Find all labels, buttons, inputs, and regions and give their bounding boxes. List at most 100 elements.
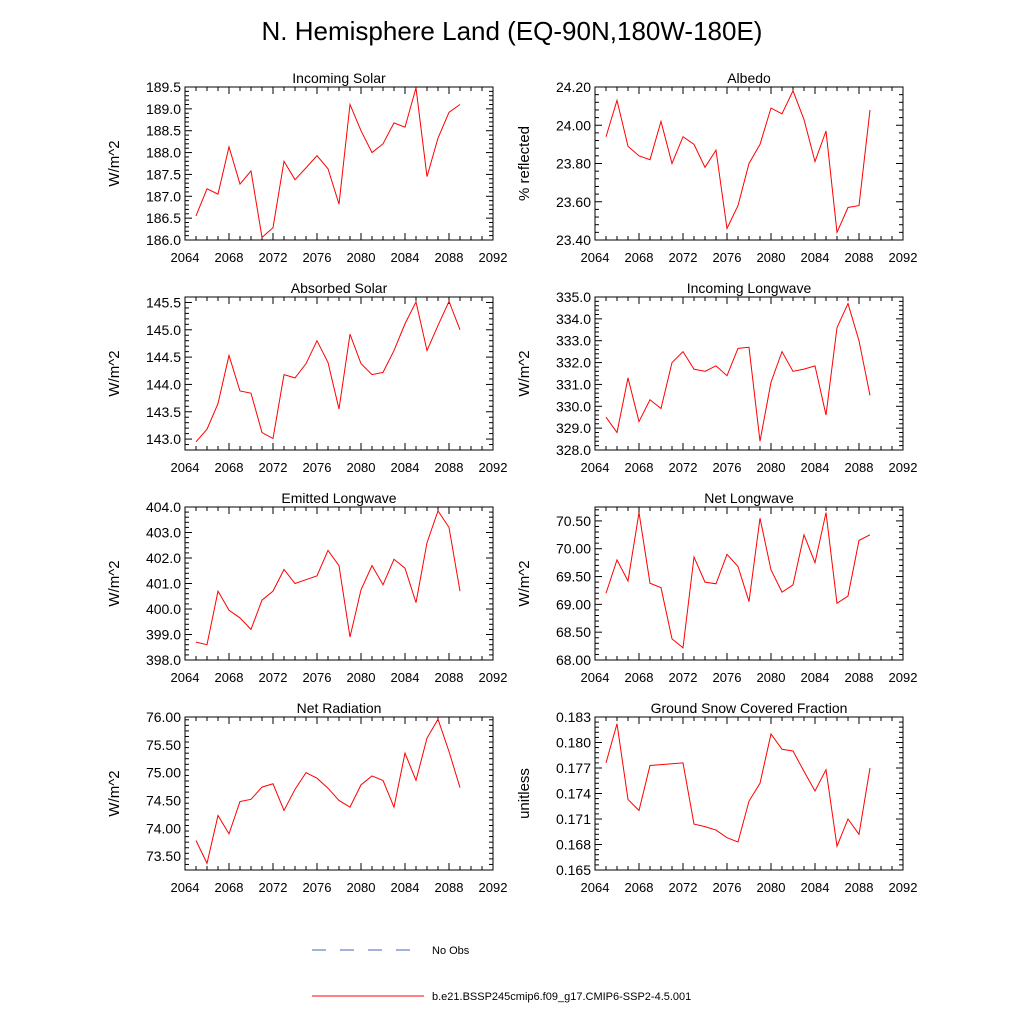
x-tick-label: 2084 [801,880,830,895]
y-tick-label: 69.50 [556,569,591,585]
y-tick-label: 74.00 [146,820,181,836]
x-tick-label: 2064 [581,670,610,685]
panel-7: Ground Snow Covered Fraction unitless 2064… [516,700,917,895]
x-tick-label: 2084 [801,250,830,265]
x-tick-label: 2072 [669,880,698,895]
y-tick-label: 188.0 [146,145,181,161]
plot-frame [594,716,904,871]
series-line [605,512,871,649]
y-tick-label: 23.40 [556,232,591,248]
x-tick-label: 2076 [303,880,332,895]
panel-6: Net Radiation W/m^2 2064 2068 2072 2076 2080 20… [106,700,507,895]
y-tick-label: 23.80 [556,156,591,172]
x-tick-label: 2076 [713,460,742,475]
panel-title: Emitted Longwave [281,490,396,506]
y-tick-label: 68.00 [556,652,591,668]
panel-5: Net Longwave W/m^2 2064 2068 2072 2076 2080 208… [516,490,917,685]
y-tick-label: 333.0 [556,333,591,349]
x-tick-label: 2092 [889,250,918,265]
y-tick-label: 143.0 [146,431,181,447]
x-tick-label: 2080 [757,880,786,895]
y-axis-label: W/m^2 [106,140,123,186]
y-tick-label: 144.0 [146,376,181,392]
x-tick-label: 2064 [171,670,200,685]
y-tick-label: 400.0 [146,601,181,617]
x-tick-label: 2068 [215,880,244,895]
y-tick-label: 334.0 [556,311,591,327]
x-tick-label: 2068 [625,880,654,895]
x-tick-label: 2080 [347,670,376,685]
x-tick-label: 2072 [669,670,698,685]
legend: No Obs b.e21.BSSP245cmip6.f09_g17.CMIP6-… [312,945,691,1003]
y-tick-label: 186.0 [146,232,181,248]
x-tick-label: 2068 [215,460,244,475]
x-tick-label: 2076 [303,670,332,685]
y-axis-label: W/m^2 [106,350,123,396]
x-tick-label: 2088 [435,250,464,265]
x-tick-label: 2064 [581,250,610,265]
y-tick-label: 404.0 [146,499,181,515]
x-tick-label: 2088 [845,460,874,475]
x-tick-label: 2068 [625,670,654,685]
x-tick-label: 2064 [171,250,200,265]
y-tick-label: 0.174 [556,786,591,802]
y-tick-label: 0.171 [556,811,591,827]
x-tick-label: 2068 [215,670,244,685]
x-tick-label: 2092 [479,460,508,475]
x-tick-label: 2072 [669,460,698,475]
y-tick-label: 0.183 [556,709,591,725]
y-tick-label: 335.0 [556,289,591,305]
panel-1: Albedo % reflected 2064 2068 2072 2076 2080 208… [516,70,917,265]
plot-frame [594,506,904,661]
y-tick-label: 398.0 [146,652,181,668]
x-tick-label: 2088 [845,670,874,685]
x-tick-label: 2064 [171,880,200,895]
y-tick-label: 76.00 [146,709,181,725]
y-tick-label: 145.5 [146,294,181,310]
series-line [195,718,461,865]
plot-frame [184,716,494,871]
legend-label-no-obs: No Obs [432,945,470,957]
panel-title: Incoming Longwave [687,280,812,296]
panel-4: Emitted Longwave W/m^2 2064 2068 2072 2076 208… [106,490,507,685]
x-tick-label: 2092 [889,670,918,685]
x-tick-label: 2080 [347,880,376,895]
x-tick-label: 2064 [581,460,610,475]
x-tick-label: 2092 [479,670,508,685]
x-tick-label: 2076 [713,670,742,685]
series-line [605,723,871,849]
y-tick-label: 399.0 [146,627,181,643]
x-tick-label: 2080 [757,250,786,265]
panel-title: Ground Snow Covered Fraction [651,700,848,716]
x-tick-label: 2064 [171,460,200,475]
y-tick-label: 68.50 [556,624,591,640]
y-tick-label: 328.0 [556,442,591,458]
y-tick-label: 0.180 [556,735,591,751]
x-tick-label: 2084 [391,460,420,475]
panel-title: Albedo [727,70,771,86]
x-tick-label: 2072 [259,670,288,685]
y-tick-label: 23.60 [556,194,591,210]
x-tick-label: 2088 [435,880,464,895]
x-tick-label: 2076 [713,250,742,265]
y-tick-label: 73.50 [146,848,181,864]
y-tick-label: 331.0 [556,376,591,392]
x-tick-label: 2072 [259,460,288,475]
panel-2: Absorbed Solar W/m^2 2064 2068 2072 2076 2080 2… [106,280,507,475]
x-tick-label: 2072 [669,250,698,265]
x-tick-label: 2076 [713,880,742,895]
y-axis-label: W/m^2 [106,770,123,816]
panel-title: Net Radiation [297,700,382,716]
y-tick-label: 145.0 [146,322,181,338]
x-tick-label: 2080 [347,250,376,265]
y-axis-label: unitless [516,768,533,819]
series-line [605,302,871,442]
y-tick-label: 332.0 [556,355,591,371]
plot-frame [184,86,494,241]
x-tick-label: 2084 [391,880,420,895]
y-tick-label: 75.50 [146,737,181,753]
x-tick-label: 2072 [259,880,288,895]
x-tick-label: 2092 [479,880,508,895]
x-tick-label: 2076 [303,460,332,475]
